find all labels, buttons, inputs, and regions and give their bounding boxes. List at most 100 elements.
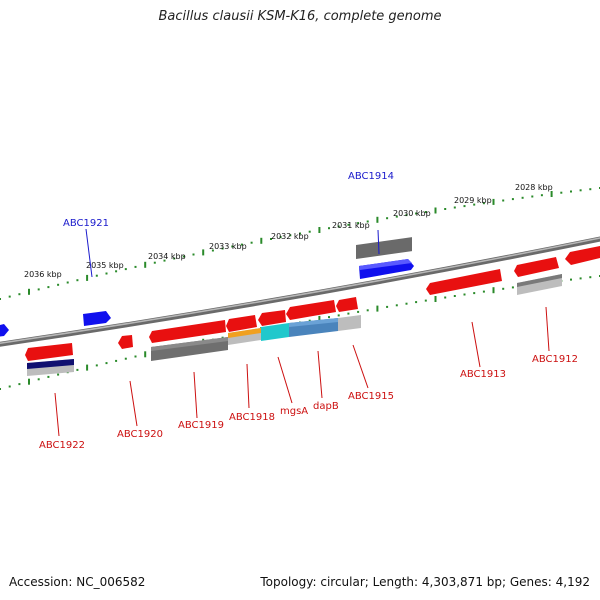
minor-tick xyxy=(511,286,514,289)
minor-tick xyxy=(95,364,98,367)
minor-tick xyxy=(444,296,447,299)
scale-label: 2036 kbp xyxy=(24,270,62,279)
gene-abc1921[interactable] xyxy=(83,311,111,326)
scale-label: 2035 kbp xyxy=(86,261,124,270)
gene-label: dapB xyxy=(313,401,339,412)
minor-tick xyxy=(18,383,21,386)
gene-label: ABC1919 xyxy=(178,420,224,431)
minor-tick xyxy=(328,227,330,230)
minor-tick xyxy=(192,253,195,256)
minor-tick xyxy=(347,223,350,226)
minor-tick xyxy=(37,288,40,291)
minor-tick xyxy=(47,375,50,378)
gene-label: ABC1913 xyxy=(460,369,506,380)
minor-tick xyxy=(453,206,456,209)
minor-tick xyxy=(511,198,514,201)
minor-tick xyxy=(482,290,485,293)
major-tick xyxy=(376,305,379,312)
minor-tick xyxy=(134,355,137,358)
minor-tick xyxy=(415,212,418,215)
map-title: Bacillus clausii KSM-K16, complete genom… xyxy=(158,9,442,24)
minor-tick xyxy=(337,225,340,228)
minor-tick xyxy=(386,305,389,308)
scale-label: 2034 kbp xyxy=(148,252,186,261)
gene-abc1922-red[interactable] xyxy=(25,343,73,361)
cds-abc1915[interactable] xyxy=(338,315,361,331)
scale-label: 2033 kbp xyxy=(209,242,247,251)
minor-tick xyxy=(299,232,301,235)
minor-tick xyxy=(163,259,166,262)
gene-abc1913[interactable] xyxy=(426,269,502,295)
minor-tick xyxy=(66,281,69,284)
gene-abc1912-red[interactable] xyxy=(514,257,559,277)
minor-tick xyxy=(105,362,108,365)
major-tick xyxy=(550,191,553,197)
gene-abc1919-red[interactable] xyxy=(149,320,226,343)
major-tick xyxy=(260,237,263,244)
major-tick xyxy=(144,351,147,358)
minor-tick xyxy=(386,217,389,220)
minor-tick xyxy=(182,255,185,258)
minor-tick xyxy=(357,222,360,225)
minor-tick xyxy=(279,236,282,239)
gene-mgsA-red[interactable] xyxy=(258,310,286,326)
minor-tick xyxy=(221,336,224,339)
minor-tick xyxy=(134,265,137,268)
minor-tick xyxy=(473,292,476,295)
minor-tick xyxy=(18,293,21,296)
major-tick xyxy=(434,296,437,302)
forward-gene-labels: ABC1914 ABC1921 xyxy=(63,171,394,229)
minor-tick xyxy=(240,243,243,246)
minor-tick xyxy=(540,194,543,197)
minor-tick xyxy=(424,211,427,213)
minor-tick xyxy=(589,276,592,279)
major-tick xyxy=(434,207,437,214)
minor-tick xyxy=(221,247,224,250)
minor-tick xyxy=(105,272,108,275)
minor-tick xyxy=(95,274,98,277)
minor-tick xyxy=(502,199,505,202)
gene-abc1915[interactable] xyxy=(336,297,358,312)
minor-tick xyxy=(473,203,476,206)
gene-abc1920[interactable] xyxy=(118,335,133,349)
minor-tick xyxy=(173,257,176,260)
gene-left-edge[interactable] xyxy=(0,324,9,337)
minor-tick xyxy=(405,214,408,217)
major-tick xyxy=(376,216,379,223)
forward-strand-genes xyxy=(0,237,414,337)
major-tick xyxy=(318,315,321,322)
genome-backbone xyxy=(0,236,600,347)
major-tick xyxy=(492,287,495,294)
minor-tick xyxy=(0,388,1,390)
cds-abc1914[interactable] xyxy=(356,237,412,259)
gene-label: ABC1915 xyxy=(348,391,394,402)
gene-label: ABC1921 xyxy=(63,218,109,229)
gene-abc1918-red[interactable] xyxy=(226,315,257,332)
minor-tick xyxy=(115,359,118,362)
minor-tick xyxy=(8,295,11,298)
scale-ticks-top xyxy=(0,187,600,300)
scale-labels: 2028 kbp 2029 kbp 2030 kbp 2031 kbp 2032… xyxy=(24,183,553,279)
reverse-gene-labels: ABC1912 ABC1913 ABC1915 dapB mgsA ABC191… xyxy=(39,354,578,451)
cds-blocks xyxy=(27,315,361,376)
cds-mgsA[interactable] xyxy=(261,323,289,341)
scale-label: 2030 kbp xyxy=(393,209,431,218)
minor-tick xyxy=(579,189,582,192)
minor-tick xyxy=(453,295,456,297)
scale-label: 2029 kbp xyxy=(454,196,492,205)
major-tick xyxy=(144,261,147,268)
minor-tick xyxy=(482,202,485,205)
gene-right-edge[interactable] xyxy=(565,246,600,265)
minor-tick xyxy=(366,309,369,312)
major-tick xyxy=(202,249,205,256)
minor-tick xyxy=(8,385,11,388)
minor-tick xyxy=(570,278,572,281)
scale-label: 2028 kbp xyxy=(515,183,553,192)
minor-tick xyxy=(250,241,253,244)
minor-tick xyxy=(76,368,79,371)
minor-tick xyxy=(0,298,1,300)
major-tick xyxy=(86,274,89,281)
reverse-strand-genes xyxy=(25,246,600,361)
gene-dapB-red[interactable] xyxy=(286,300,336,320)
